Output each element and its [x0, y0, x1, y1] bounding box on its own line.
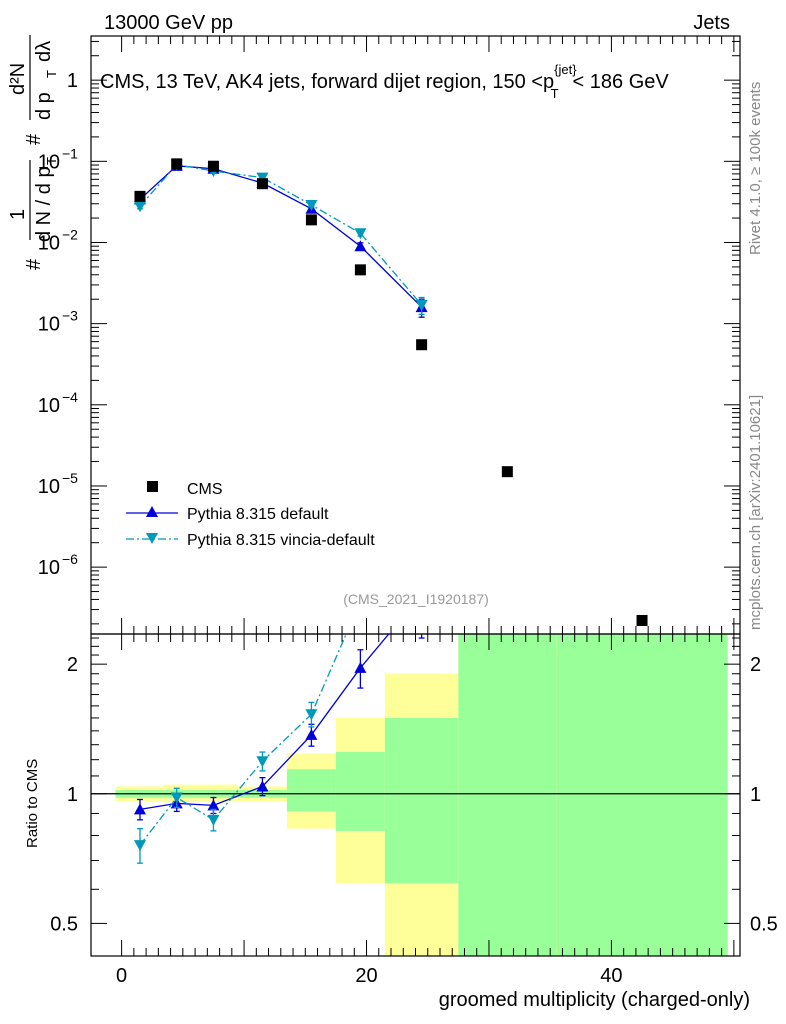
ratio-y-tick-label: 2: [67, 654, 78, 676]
ylabel-denominator: d N / d p: [33, 166, 55, 242]
title-main: CMS, 13 TeV, AK4 jets, forward dijet reg…: [100, 71, 554, 93]
ratio-y-tick-label-right: 0.5: [750, 913, 778, 935]
ratio-clipped-layer: [133, 577, 428, 864]
cms-data-point: [501, 466, 513, 478]
mcplots-label: mcplots.cern.ch [arXiv:2401.10621]: [747, 395, 764, 630]
title-subscript: T: [551, 86, 559, 101]
main-y-tick-exponent: −5: [62, 470, 78, 486]
cms-data-point: [305, 214, 317, 226]
main-y-tick-label: 10: [38, 395, 60, 417]
ratio-y-tick-label: 1: [67, 784, 78, 806]
stat-uncertainty-band-4: [286, 769, 336, 812]
default-series-line: [139, 165, 423, 308]
cms-data-point: [636, 615, 648, 627]
ylabel-dp: d p: [33, 92, 55, 120]
cms-data-point: [171, 158, 183, 170]
cms-data-point: [207, 160, 219, 172]
stat-uncertainty-band-8: [556, 634, 728, 956]
ylabel-dlambda: dλ: [33, 41, 55, 62]
legend-default-label: Pythia 8.315 default: [187, 506, 329, 523]
ratio-y-tick-label-right: 1: [750, 784, 761, 806]
main-y-tick-label: 10: [38, 151, 60, 173]
header-energy: 13000 GeV pp: [104, 12, 233, 34]
cms-data-point: [416, 339, 428, 351]
header-category: Jets: [693, 12, 730, 34]
ratio-vincia-point: [170, 792, 183, 804]
ylabel-d2n: d²N: [7, 63, 29, 95]
ratio-vincia-point: [133, 840, 146, 852]
ratio-vincia-point: [256, 756, 269, 768]
x-axis-label: groomed multiplicity (charged-only): [439, 989, 750, 1011]
main-y-tick-exponent: −1: [62, 145, 78, 161]
ratio-default-point: [133, 803, 146, 815]
vincia-point: [133, 201, 146, 213]
main-y-tick-exponent: −4: [62, 389, 78, 405]
ratio-y-tick-label: 0.5: [50, 913, 78, 935]
x-tick-label: 40: [600, 965, 622, 987]
analysis-watermark: (CMS_2021_I1920187): [343, 591, 489, 607]
ylabel-hash-left: #: [23, 258, 45, 270]
cms-data-point: [354, 264, 366, 276]
ylabel-numerator-one: 1: [7, 209, 29, 220]
stat-uncertainty-band-5: [335, 752, 385, 831]
ylabel-hash-mid: #: [23, 133, 45, 145]
title-superscript: {jet}: [554, 62, 577, 77]
main-y-tick-exponent: −6: [62, 551, 78, 567]
legend-cms-label: CMS: [187, 481, 223, 498]
legend-default-marker: [146, 506, 158, 517]
main-y-tick-exponent: −2: [62, 226, 78, 242]
legend-vincia-label: Pythia 8.315 vincia-default: [187, 532, 375, 549]
vincia-series-line: [139, 163, 423, 306]
main-y-tick-exponent: −3: [62, 308, 78, 324]
stat-uncertainty-band-6: [384, 717, 459, 884]
ratio-uncertainty-bands: [115, 634, 728, 956]
cms-data-point: [256, 178, 268, 190]
ylabel-dp-subscript: T: [44, 70, 59, 78]
ratio-default-point: [207, 799, 220, 811]
vincia-point: [415, 299, 428, 311]
ratio-vincia-point: [305, 709, 318, 721]
vincia-point: [256, 172, 269, 184]
cms-data-point: [134, 190, 146, 202]
ylabel-denominator-subscript: T: [44, 157, 59, 165]
stat-uncertainty-band-7: [458, 634, 557, 956]
rivet-version-label: Rivet 4.1.0, ≥ 100k events: [747, 82, 764, 255]
title-tail: < 186 GeV: [573, 71, 670, 93]
ratio-default-point: [305, 728, 318, 740]
main-y-tick-label: 10: [38, 314, 60, 336]
ratio-series-layer: [133, 577, 428, 864]
vincia-point: [354, 228, 367, 240]
plot-title: CMS, 13 TeV, AK4 jets, forward dijet reg…: [100, 62, 669, 101]
ratio-default-point: [256, 780, 269, 792]
main-y-tick-label: 10: [38, 232, 60, 254]
main-series-layer: [133, 158, 648, 627]
main-y-tick-label: 1: [67, 70, 78, 92]
legend-vincia-marker: [146, 533, 158, 544]
ratio-y-axis-label: Ratio to CMS: [24, 759, 41, 848]
ratio-vincia-point: [416, 577, 428, 588]
vincia-point: [305, 199, 318, 211]
legend-cms-marker: [147, 481, 158, 492]
default-point: [354, 240, 367, 252]
main-axis-ticks: 110−110−210−310−410−510−6: [38, 36, 740, 634]
ratio-default-point: [354, 661, 367, 673]
ratio-vincia-point: [207, 814, 220, 826]
legend: CMS Pythia 8.315 default Pythia 8.315 vi…: [126, 481, 375, 549]
x-tick-label: 20: [355, 965, 377, 987]
x-tick-label: 0: [116, 965, 127, 987]
main-y-tick-label: 10: [38, 557, 60, 579]
main-y-tick-label: 10: [38, 476, 60, 498]
ratio-y-tick-label-right: 2: [750, 654, 761, 676]
main-y-axis-label: # 1 d N / d p T # d²N d p T dλ: [7, 35, 59, 270]
ratio-axis-ticks: 0 20 40 2 2 1 1 0.5 0.5: [50, 634, 778, 987]
